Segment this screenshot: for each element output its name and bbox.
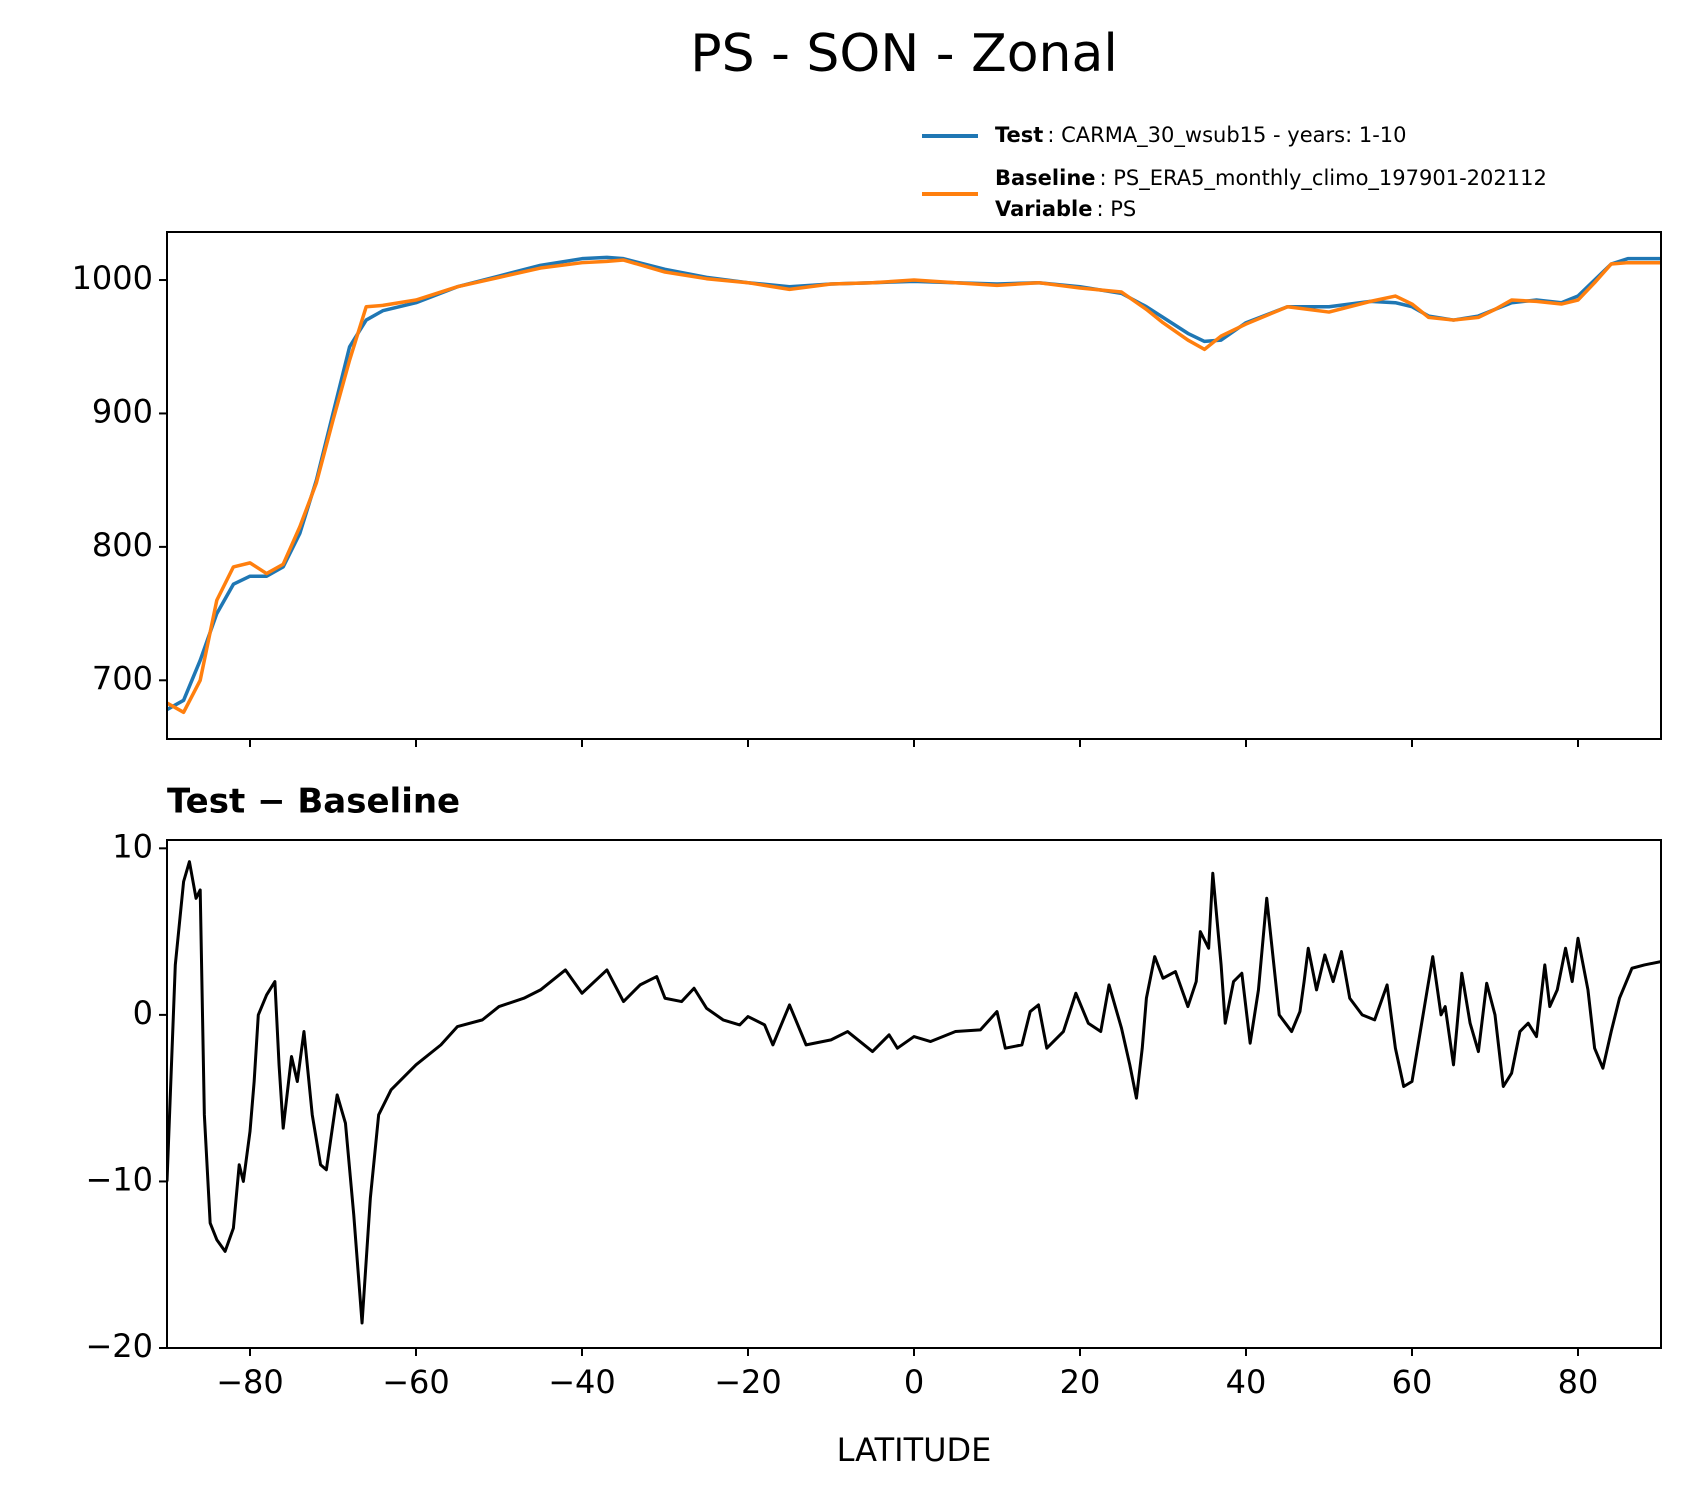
x-axis-label: LATITUDE: [837, 1431, 992, 1469]
legend-text: : CARMA_30_wsub15 - years: 1-10: [1047, 123, 1406, 148]
y-tick-label: 0: [133, 994, 153, 1032]
data-line: [167, 860, 1661, 1325]
legend-entry: Variable: PS: [995, 197, 1136, 221]
y-tick-label: 700: [92, 659, 153, 697]
data-line: [167, 255, 1661, 712]
x-tick-label: 20: [1060, 1363, 1101, 1401]
subplot-title: Test − Baseline: [167, 782, 460, 822]
y-tick-label: −10: [85, 1160, 153, 1198]
x-tick-label: −80: [216, 1363, 284, 1401]
figure-title: PS - SON - Zonal: [690, 24, 1118, 84]
x-tick-label: 60: [1392, 1363, 1433, 1401]
y-tick-label: 1000: [72, 259, 153, 297]
legend-name: Test: [995, 123, 1043, 147]
y-tick-label: 10: [112, 827, 153, 865]
data-line: [167, 258, 1661, 715]
plot-area: [167, 860, 1661, 1325]
y-tick-label: −20: [85, 1327, 153, 1365]
legend-text: : PS: [1096, 197, 1136, 221]
x-tick-label: 80: [1558, 1363, 1599, 1401]
legend-text: : PS_ERA5_monthly_climo_197901-202112: [1100, 166, 1547, 191]
legend-name: Variable: [995, 197, 1092, 221]
legend-name: Baseline: [995, 166, 1096, 190]
plot-area: [167, 255, 1661, 715]
axes-frame: [166, 839, 1662, 1349]
x-tick-label: 40: [1226, 1363, 1267, 1401]
x-tick-label: −20: [714, 1363, 782, 1401]
y-tick-label: 900: [92, 392, 153, 430]
legend-entry: Test: CARMA_30_wsub15 - years: 1-10: [995, 123, 1407, 148]
x-tick-label: −60: [382, 1363, 450, 1401]
x-tick-label: 0: [904, 1363, 924, 1401]
x-tick-label: −40: [548, 1363, 616, 1401]
legend-entry: Baseline: PS_ERA5_monthly_climo_197901-2…: [995, 166, 1547, 191]
y-tick-label: 800: [92, 526, 153, 564]
